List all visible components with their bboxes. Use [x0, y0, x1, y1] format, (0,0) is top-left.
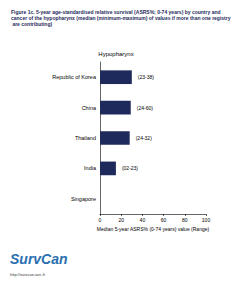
svg-text:cancer of the hypopharynx (med: cancer of the hypopharynx (median (minim…	[11, 15, 231, 21]
svg-text:Singapore: Singapore	[71, 196, 96, 202]
svg-text:are contributing): are contributing)	[11, 21, 52, 27]
svg-text:80: 80	[182, 217, 188, 223]
svg-text:Republic of Korea: Republic of Korea	[52, 74, 97, 80]
svg-text:100: 100	[202, 217, 211, 223]
svg-text:40: 40	[140, 217, 146, 223]
svg-text:0: 0	[99, 217, 102, 223]
svg-text:60: 60	[161, 217, 167, 223]
svg-text:(23-38): (23-38)	[138, 74, 154, 80]
svg-text:http://survcan.iarc.fr: http://survcan.iarc.fr	[10, 272, 46, 277]
svg-text:(24-60): (24-60)	[137, 105, 153, 111]
svg-text:(02-23): (02-23)	[122, 165, 138, 171]
svg-text:SurvCan: SurvCan	[10, 251, 68, 267]
svg-text:Median 5-year ASRS% (0-74 year: Median 5-year ASRS% (0-74 years) value (…	[97, 226, 210, 232]
svg-text:Figure 1c. 5-year age-standard: Figure 1c. 5-year age-standardised relat…	[11, 9, 222, 15]
svg-text:Hypopharynx: Hypopharynx	[98, 51, 133, 57]
svg-text:20: 20	[118, 217, 124, 223]
svg-text:China: China	[82, 105, 97, 111]
svg-text:(24-32): (24-32)	[136, 135, 152, 141]
svg-text:India: India	[84, 165, 97, 171]
svg-text:Thailand: Thailand	[75, 135, 96, 141]
